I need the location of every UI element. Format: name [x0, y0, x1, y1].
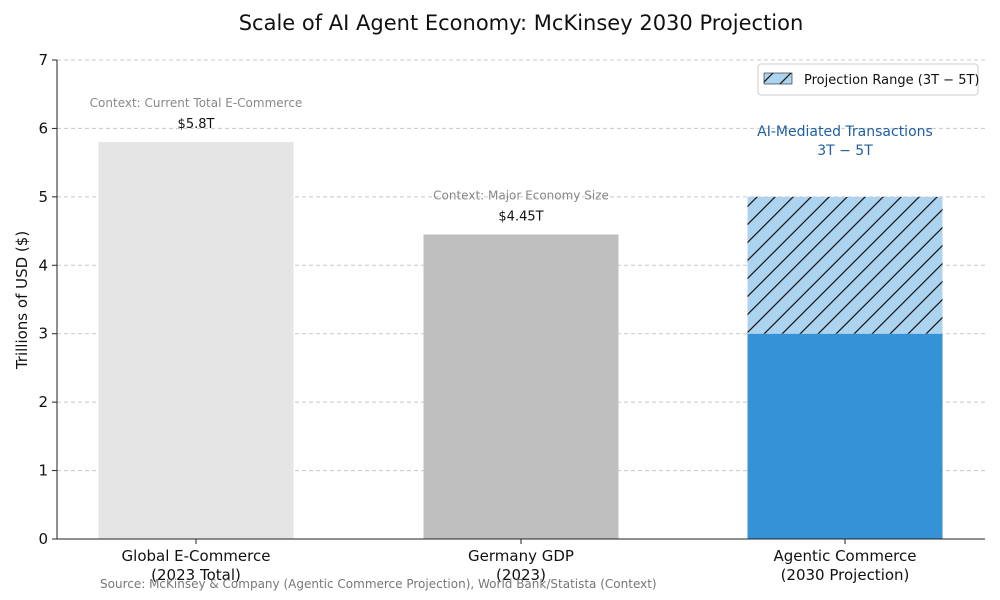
x-tick-label: Global E-Commerce [122, 547, 271, 565]
data-labels: $5.8T Context: Current Total E-Commerce $4… [90, 96, 933, 224]
y-tick-label: 2 [38, 393, 48, 411]
legend-entry-projection-range: Projection Range (3T − 5T) [804, 73, 979, 88]
chart-title: Scale of AI Agent Economy: McKinsey 2030… [239, 11, 804, 35]
x-tick-label: Agentic Commerce [774, 547, 917, 565]
bar-context-label: Context: Major Economy Size [433, 188, 609, 202]
y-tick-label: 3 [38, 325, 48, 343]
y-tick-label: 4 [38, 256, 48, 274]
legend[interactable]: Projection Range (3T − 5T) [757, 63, 979, 96]
legend-swatch [763, 72, 793, 85]
y-ticks: 0 1 2 3 4 5 6 7 [38, 51, 57, 548]
bar-context-label: Context: Current Total E-Commerce [90, 96, 303, 110]
x-tick-label: (2023 Total) [151, 566, 241, 584]
data-label: $4.45T [498, 209, 543, 224]
projection-annotation: 3T − 5T [817, 143, 873, 159]
y-tick-label: 6 [38, 119, 48, 137]
data-label: $5.8T [178, 117, 215, 132]
x-tick-labels: Global E-Commerce(2023 Total) Germany GDP… [122, 539, 917, 584]
x-tick-label: (2030 Projection) [781, 566, 910, 584]
bar [747, 333, 943, 539]
projection-range-bar [747, 196, 943, 334]
bars [98, 142, 943, 539]
y-axis-label: Trillions of USD ($) [13, 231, 31, 370]
x-tick-label: (2023) [496, 566, 546, 584]
projection-annotation: AI-Mediated Transactions [757, 124, 933, 140]
bar [423, 234, 619, 539]
legend-box [757, 63, 979, 96]
y-tick-label: 0 [38, 530, 48, 548]
y-tick-label: 7 [38, 51, 48, 69]
y-tick-label: 5 [38, 188, 48, 206]
bar [98, 142, 294, 539]
y-tick-label: 1 [38, 462, 48, 480]
source-note: Source: McKinsey & Company (Agentic Comm… [100, 577, 657, 591]
x-tick-label: Germany GDP [468, 547, 574, 565]
